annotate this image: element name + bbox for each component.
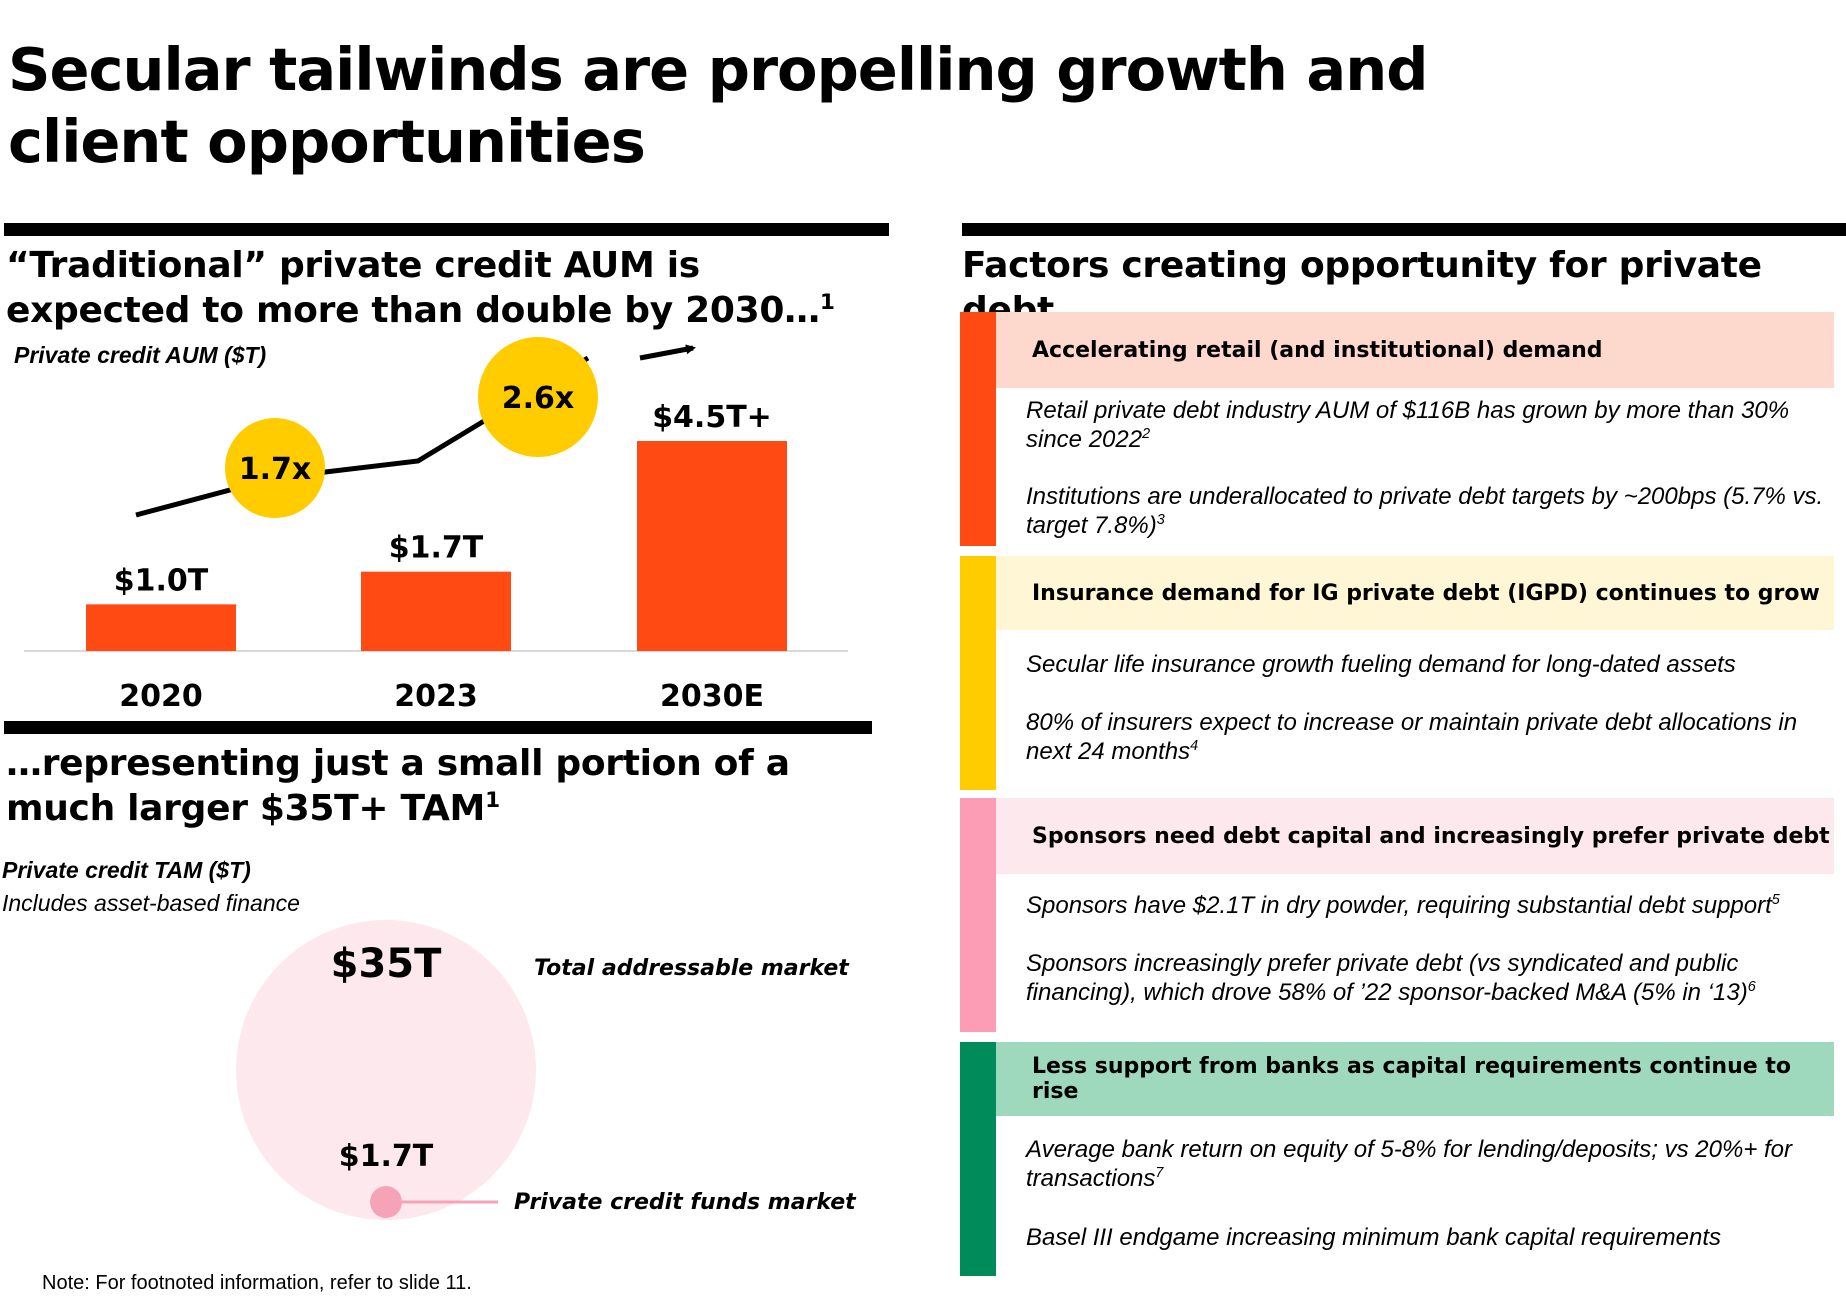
factor-1-point-2-footnote: 3 [1156, 512, 1165, 528]
tam-heading: …representing just a small portion of a … [6, 741, 886, 831]
aum-value-label: $4.5T+ [652, 400, 772, 435]
factor-4-point-1-footnote: 7 [1155, 1165, 1164, 1181]
factor-3-point-1-text: Sponsors have $2.1T in dry powder, requi… [1026, 892, 1772, 919]
factor-4-point-1-text: Average bank return on equity of 5-8% fo… [1026, 1136, 1793, 1192]
aum-trend-arrow [639, 344, 696, 361]
aum-value-label: $1.7T [389, 531, 484, 566]
factors-heading: Factors creating opportunity for private… [962, 245, 1762, 331]
aum-bar-2020 [86, 604, 236, 651]
aum-heading-text: “Traditional” private credit AUM is expe… [6, 245, 820, 331]
factor-2-point-1-text: Secular life insurance growth fueling de… [1026, 651, 1736, 678]
aum-heading-footnote: 1 [819, 290, 835, 315]
factor-1-header: Accelerating retail (and institutional) … [996, 312, 1834, 388]
aum-bar-chart: $1.0T 2020 $1.7T 2023 $4.5T+ 2030E 1.7x 2.6x [24, 337, 848, 714]
tam-circle [236, 920, 536, 1220]
tam-heading-footnote: 1 [485, 788, 500, 813]
tam-subtitle: Includes asset-based finance [2, 890, 300, 916]
factor-1-point-1-text: Retail private debt industry AUM of $116… [1026, 397, 1790, 453]
factor-3-accent-bar [960, 798, 996, 1032]
factor-4-point-2-text: Basel III endgame increasing minimum ban… [1026, 1224, 1722, 1251]
factor-2-header: Insurance demand for IG private debt (IG… [996, 556, 1834, 630]
aum-bar-2030e [637, 441, 787, 651]
factor-1-accent-bar [960, 312, 996, 546]
section-rule-tam [4, 721, 872, 734]
tam-bubble-chart: $35T Total addressable market $1.7T Priv… [236, 920, 857, 1220]
section-rule-aum [4, 223, 889, 236]
aum-axis-title: Private credit AUM ($T) [14, 342, 267, 368]
factor-2-point-2: 80% of insurers expect to increase or ma… [1026, 708, 1826, 766]
growth-multiple-circle [225, 418, 325, 518]
aum-category-label: 2030E [660, 679, 764, 714]
tam-value-label: $35T [331, 941, 442, 987]
factor-3-point-2-footnote: 6 [1747, 979, 1756, 995]
funds-value-label: $1.7T [339, 1139, 434, 1174]
page-title: Secular tailwinds are propelling growth … [8, 35, 1428, 176]
growth-multiple-circle [478, 337, 598, 457]
factor-2-point-2-footnote: 4 [1190, 738, 1199, 754]
factor-4-accent-bar [960, 1042, 996, 1276]
tam-heading-text: …representing just a small portion of a … [6, 743, 790, 829]
factor-1-point-1: Retail private debt industry AUM of $116… [1026, 396, 1826, 454]
tam-axis-title: Private credit TAM ($T) [2, 857, 251, 883]
aum-category-label: 2020 [119, 679, 203, 714]
growth-multiple-label: 2.6x [502, 381, 575, 416]
factor-4-point-2: Basel III endgame increasing minimum ban… [1026, 1223, 1826, 1252]
tam-series-label: Total addressable market [534, 956, 850, 981]
factor-3-point-1: Sponsors have $2.1T in dry powder, requi… [1026, 891, 1826, 920]
factor-3-header: Sponsors need debt capital and increasin… [996, 798, 1834, 874]
factor-4-point-1: Average bank return on equity of 5-8% fo… [1026, 1135, 1826, 1193]
factor-2-accent-bar [960, 556, 996, 790]
footer-note: Note: For footnoted information, refer t… [42, 1272, 472, 1294]
factor-1-point-2: Institutions are underallocated to priva… [1026, 482, 1826, 540]
aum-heading: “Traditional” private credit AUM is expe… [6, 243, 896, 333]
growth-multiple-label: 1.7x [239, 452, 312, 487]
factor-2-point-2-text: 80% of insurers expect to increase or ma… [1026, 709, 1798, 765]
section-rule-factors [962, 223, 1846, 236]
funds-dot [370, 1186, 402, 1218]
aum-bar-2023 [361, 571, 511, 651]
factor-3-point-1-footnote: 5 [1771, 892, 1780, 908]
aum-value-label: $1.0T [114, 563, 209, 598]
factor-1-point-1-footnote: 2 [1142, 426, 1151, 442]
factor-3-point-2: Sponsors increasingly prefer private deb… [1026, 949, 1826, 1007]
factor-2-point-1: Secular life insurance growth fueling de… [1026, 650, 1826, 679]
funds-series-label: Private credit funds market [514, 1190, 857, 1215]
factor-3-point-2-text: Sponsors increasingly prefer private deb… [1026, 950, 1748, 1006]
factor-1-point-2-text: Institutions are underallocated to priva… [1026, 483, 1824, 539]
factor-4-header: Less support from banks as capital requi… [996, 1042, 1834, 1116]
aum-category-label: 2023 [394, 679, 478, 714]
